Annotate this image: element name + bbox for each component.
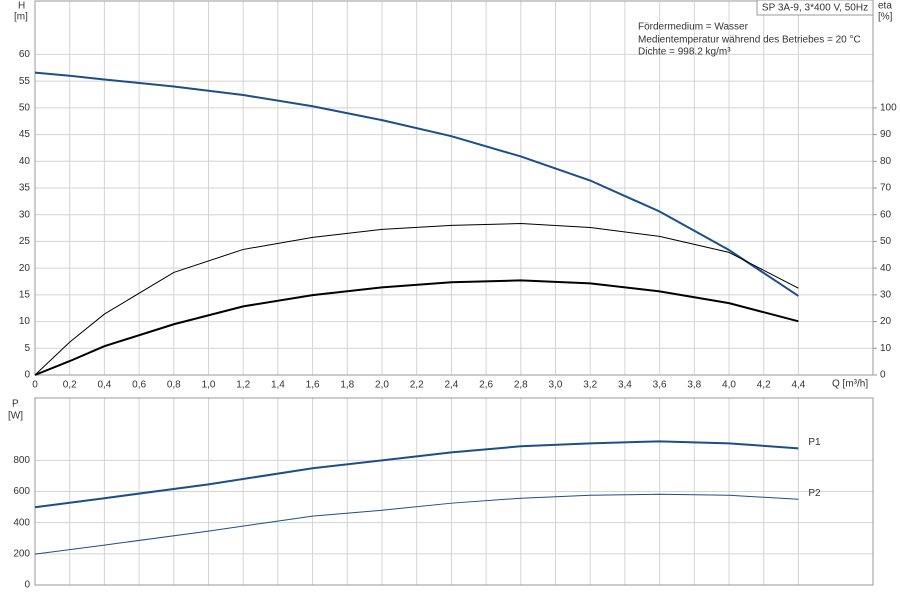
x-tick-label: 0 xyxy=(32,380,38,391)
y2-tick-label: 60 xyxy=(880,209,892,220)
y-tick-label: 60 xyxy=(19,49,31,60)
y-tick-label: 35 xyxy=(19,183,31,194)
x-tick-label: 3,8 xyxy=(687,380,701,391)
x-tick-label: 1,4 xyxy=(271,380,285,391)
x-tick-label: 4,2 xyxy=(757,380,771,391)
y-axis-label: P xyxy=(12,399,19,410)
x-tick-label: 4,4 xyxy=(791,380,805,391)
series-line xyxy=(34,279,799,376)
y-tick-label: 45 xyxy=(19,129,31,140)
plot-frame-bottom xyxy=(34,397,874,586)
annotation: Fördermedium = Wasser xyxy=(638,22,749,33)
y-tick-label: 50 xyxy=(19,102,31,113)
y-tick-label: 400 xyxy=(13,517,30,528)
y-axis-unit: [m] xyxy=(14,12,28,23)
y2-axis-unit: [%] xyxy=(878,12,893,23)
x-tick-label: 2,2 xyxy=(410,380,424,391)
y2-tick-label: 90 xyxy=(880,129,892,140)
y-tick-label: 30 xyxy=(19,209,31,220)
x-tick-label: 2,6 xyxy=(479,380,493,391)
y2-tick-label: 70 xyxy=(880,183,892,194)
series-label: P1 xyxy=(808,437,821,448)
y-tick-label: 0 xyxy=(24,580,30,591)
y2-tick-label: 100 xyxy=(880,102,897,113)
y2-tick-label: 10 xyxy=(880,343,892,354)
annotation: Dichte = 998.2 kg/m³ xyxy=(638,47,731,58)
y-tick-label: 25 xyxy=(19,236,31,247)
x-tick-label: 0,6 xyxy=(132,380,146,391)
series-line xyxy=(34,71,799,297)
y-axis-unit: [W] xyxy=(8,411,23,422)
x-tick-label: 3,0 xyxy=(549,380,563,391)
x-tick-label: 0,8 xyxy=(167,380,181,391)
y-axis-label: H xyxy=(18,1,25,12)
x-tick-label: 2,0 xyxy=(375,380,389,391)
x-axis-label: Q [m³/h] xyxy=(832,379,868,390)
y2-tick-label: 80 xyxy=(880,156,892,167)
chart-title: SP 3A-9, 3*400 V, 50Hz xyxy=(762,3,868,14)
x-tick-label: 0,4 xyxy=(97,380,111,391)
y2-tick-label: 40 xyxy=(880,263,892,274)
x-tick-label: 1,6 xyxy=(306,380,320,391)
series-line xyxy=(34,493,799,555)
x-tick-label: 3,4 xyxy=(618,380,632,391)
y2-tick-label: 30 xyxy=(880,289,892,300)
x-tick-label: 1,0 xyxy=(202,380,216,391)
x-tick-label: 1,8 xyxy=(340,380,354,391)
x-tick-label: 2,4 xyxy=(444,380,458,391)
y-tick-label: 800 xyxy=(13,455,30,466)
annotation: Medientemperatur während des Betriebes =… xyxy=(638,35,861,46)
x-tick-label: 1,2 xyxy=(236,380,250,391)
x-tick-label: 0,2 xyxy=(63,380,77,391)
series-line xyxy=(34,440,799,509)
y-tick-label: 0 xyxy=(24,370,30,381)
x-tick-label: 2,8 xyxy=(514,380,528,391)
y2-tick-label: 0 xyxy=(880,370,886,381)
series-label: P2 xyxy=(808,488,821,499)
y-tick-label: 20 xyxy=(19,263,31,274)
y-tick-label: 10 xyxy=(19,316,31,327)
series-line xyxy=(34,223,799,376)
y2-axis-label: eta xyxy=(878,1,892,12)
x-tick-label: 3,6 xyxy=(653,380,667,391)
y-tick-label: 40 xyxy=(19,156,31,167)
y-tick-label: 200 xyxy=(13,548,30,559)
y-tick-label: 5 xyxy=(24,343,30,354)
title-box xyxy=(756,0,874,16)
plot-frame-top xyxy=(34,0,874,376)
x-tick-label: 3,2 xyxy=(583,380,597,391)
y2-tick-label: 50 xyxy=(880,236,892,247)
x-tick-label: 4,0 xyxy=(722,380,736,391)
y2-tick-label: 20 xyxy=(880,316,892,327)
y-tick-label: 600 xyxy=(13,486,30,497)
y-tick-label: 55 xyxy=(19,76,31,87)
y-tick-label: 15 xyxy=(19,289,31,300)
